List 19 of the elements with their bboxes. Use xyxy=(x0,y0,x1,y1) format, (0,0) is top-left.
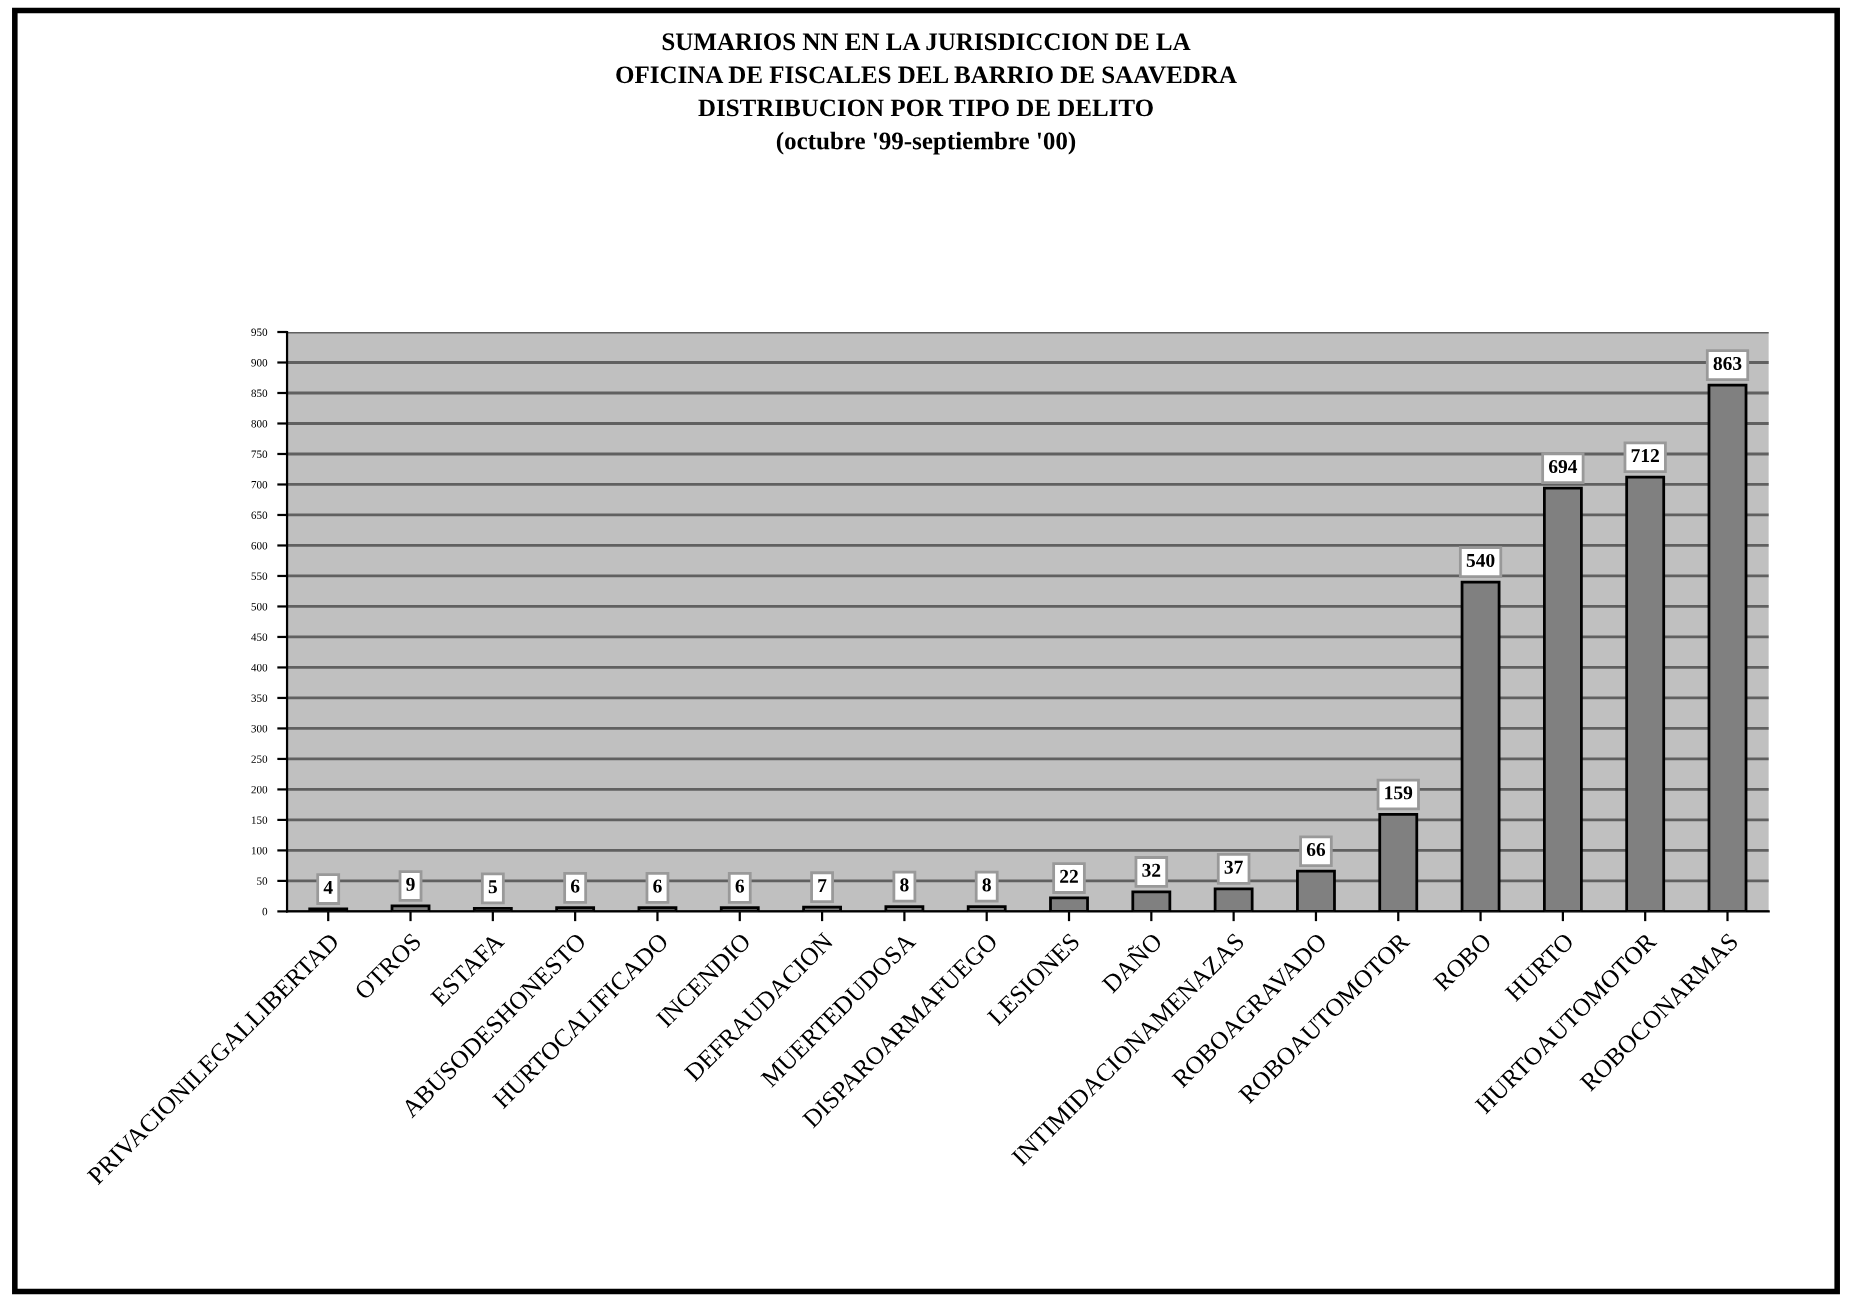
data-label: 32 xyxy=(1142,863,1161,877)
data-label: 6 xyxy=(735,879,745,893)
data-label: 8 xyxy=(982,878,991,892)
data-label: 8 xyxy=(900,878,909,892)
data-label: 540 xyxy=(1466,553,1495,567)
data-label: 22 xyxy=(1060,869,1078,883)
data-label: 863 xyxy=(1713,356,1742,371)
data-label: 66 xyxy=(1306,843,1326,857)
data-label: 4 xyxy=(323,880,333,894)
data-label: 712 xyxy=(1631,449,1659,462)
data-label: 5 xyxy=(488,880,497,894)
data-label: 159 xyxy=(1385,786,1413,800)
data-label: 694 xyxy=(1548,460,1578,474)
chart-title: SUMARIOS NN EN LA JURISDICCION DE LA OFICINA DE FISCALES DEL BARRIO DE SAAVEDRA DISTRIBUCION POR TIPO DE DELITO (octubre '99-septiembre '00) xyxy=(616,33,1237,155)
data-label: 7 xyxy=(818,879,827,892)
data-label: 37 xyxy=(1224,860,1243,874)
data-label: 6 xyxy=(570,879,580,893)
data-label: 9 xyxy=(406,877,415,891)
data-label: 6 xyxy=(653,879,662,893)
